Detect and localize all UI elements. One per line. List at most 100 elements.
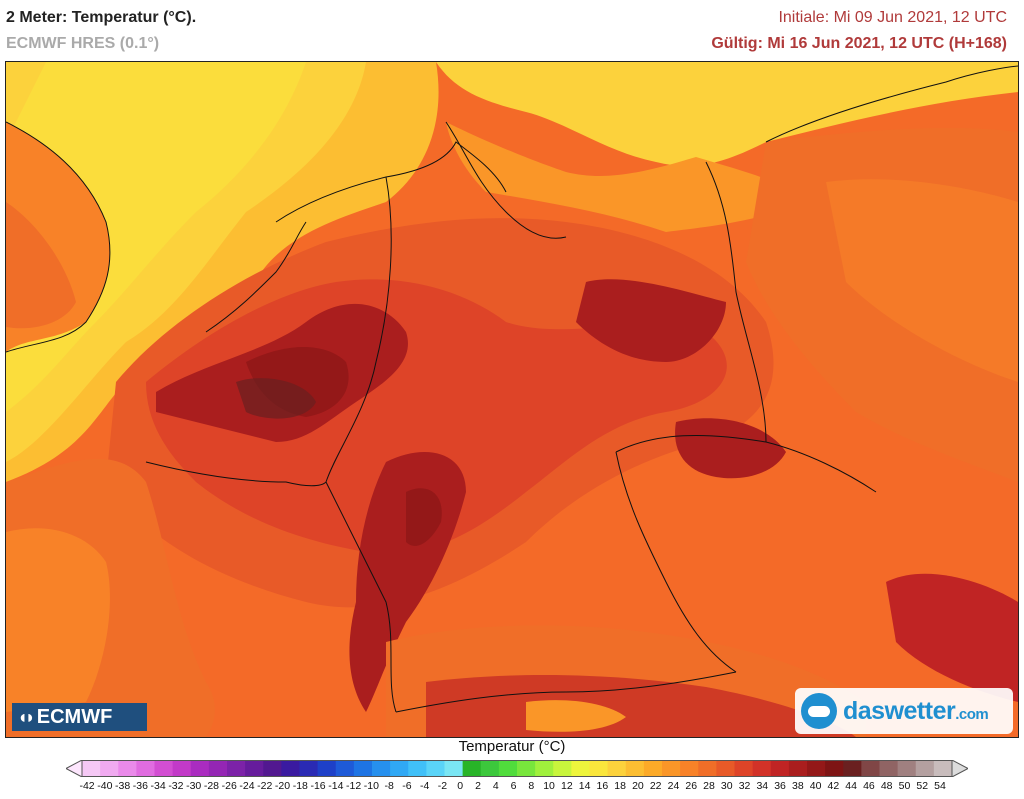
colorbar-swatch: [263, 760, 282, 777]
colorbar-swatch: [915, 760, 935, 777]
colorbar-tick-label: 32: [738, 780, 751, 792]
colorbar-tick-label: 20: [632, 780, 644, 792]
colorbar-swatch: [299, 760, 319, 777]
colorbar-swatch: [662, 760, 681, 777]
colorbar-tick-label: -4: [420, 780, 430, 792]
colorbar-tick-label: -28: [203, 780, 220, 792]
colorbar-swatch: [426, 760, 445, 777]
colorbar-swatch: [317, 760, 337, 777]
colorbar-tick-label: 18: [614, 780, 626, 792]
colorbar-tick-label: -20: [274, 780, 291, 792]
colorbar-swatch: [498, 760, 518, 777]
colorbar-arrow-low: [66, 760, 83, 777]
colorbar-tick-label: 34: [756, 780, 769, 792]
colorbar-tick-label: -22: [257, 780, 273, 792]
colorbar-swatch: [553, 760, 572, 777]
temperature-map: ◖◗ ECMWF daswetter.com: [5, 61, 1019, 738]
colorbar-swatch: [843, 760, 862, 777]
colorbar-swatch: [625, 760, 645, 777]
colorbar-tick-label: 12: [560, 780, 573, 792]
colorbar-swatch: [353, 760, 373, 777]
colorbar-tick-label: 6: [510, 780, 517, 792]
colorbar-swatch: [879, 760, 899, 777]
colorbar-swatch: [118, 760, 137, 777]
daswetter-logo-text: daswetter.com: [843, 696, 989, 726]
colorbar-tick-label: 2: [475, 780, 481, 792]
colorbar-tick-label: 22: [649, 780, 662, 792]
colorbar-tick-label: -34: [150, 780, 166, 792]
colorbar-tick-label: -24: [239, 780, 255, 792]
colorbar-tick-label: 40: [809, 780, 822, 792]
ecmwf-logo-text: ECMWF: [36, 705, 113, 728]
colorbar-swatch: [770, 760, 790, 777]
colorbar-tick-label: -6: [402, 780, 412, 792]
colorbar-tick-label: -32: [168, 780, 184, 792]
colorbar-tick-label: 44: [845, 780, 857, 792]
colorbar-swatch: [807, 760, 826, 777]
valid-time: Gültig: Mi 16 Jun 2021, 12 UTC (H+168): [711, 35, 1007, 52]
colorbar-swatch: [172, 760, 192, 777]
colorbar-tick-label: 46: [863, 780, 875, 792]
colorbar-swatch: [372, 760, 391, 777]
chart-title: 2 Meter: Temperatur (°C).: [6, 9, 197, 26]
colorbar-swatch: [82, 760, 101, 777]
colorbar-tick-label: 38: [792, 780, 804, 792]
colorbar-swatch: [408, 760, 427, 777]
colorbar-tick-label: -16: [310, 780, 326, 792]
daswetter-logo-suffix: .com: [955, 705, 989, 723]
colorbar-swatch: [136, 760, 155, 777]
map-canvas: [6, 62, 1018, 737]
colorbar-swatch: [788, 760, 808, 777]
cloud-icon: [801, 693, 837, 729]
colorbar-tick-label: 50: [898, 780, 911, 792]
colorbar-tick-label: -40: [97, 780, 113, 792]
colorbar-swatch: [607, 760, 627, 777]
colorbar-tick-label: 8: [528, 780, 535, 792]
colorbar-swatch: [517, 760, 536, 777]
colorbar-swatch: [680, 760, 699, 777]
colorbar-swatch: [897, 760, 917, 777]
colorbar-swatch: [589, 760, 609, 777]
colorbar-swatch: [335, 760, 355, 777]
colorbar-tick-label: 0: [457, 780, 464, 792]
colorbar-swatch: [190, 760, 210, 777]
colorbar-tick-label: 28: [703, 780, 715, 792]
colorbar-swatch: [716, 760, 735, 777]
colorbar-tick-label: 48: [880, 780, 893, 792]
colorbar-tick-label: 4: [492, 780, 499, 792]
model-label: ECMWF HRES (0.1°): [6, 35, 160, 52]
colorbar-tick-label: -42: [79, 780, 95, 792]
colorbar-tick-label: 26: [685, 780, 698, 792]
colorbar-tick-label: 24: [667, 780, 680, 792]
colorbar-tick-label: 14: [578, 780, 591, 792]
colorbar: [66, 760, 968, 777]
colorbar-tick-label: -8: [384, 780, 394, 792]
colorbar-tick-label: 36: [774, 780, 786, 792]
ecmwf-logo: ◖◗ ECMWF: [12, 703, 147, 731]
colorbar-swatch: [444, 760, 464, 777]
colorbar-tick-label: -30: [186, 780, 202, 792]
colorbar-swatch: [734, 760, 754, 777]
colorbar-tick-label: -2: [437, 780, 448, 792]
colorbar-tick-label: 16: [596, 780, 609, 792]
legend-title: Temperatur (°C): [458, 738, 566, 755]
colorbar-tick-label: -12: [346, 780, 362, 792]
colorbar-tick-label: 30: [720, 780, 733, 792]
colorbar-swatch: [933, 760, 953, 777]
colorbar-tick-label: -36: [132, 780, 148, 792]
colorbar-swatch: [698, 760, 717, 777]
daswetter-logo-main: daswetter: [843, 696, 956, 725]
colorbar-swatch: [861, 760, 880, 777]
colorbar-swatch: [825, 760, 844, 777]
colorbar-frame: [81, 760, 953, 777]
colorbar-ticks: -42 -40 -38 -36 -34 -32 -30 -28 -26 -24 -22 -20 -18-…: [0, 780, 1024, 796]
colorbar-swatch: [390, 760, 409, 777]
ecmwf-logo-icon: ◖◗: [17, 706, 36, 727]
init-time: Initiale: Mi 09 Jun 2021, 12 UTC: [778, 9, 1007, 26]
colorbar-swatch: [100, 760, 119, 777]
daswetter-logo: daswetter.com: [795, 688, 1013, 734]
colorbar-swatch: [480, 760, 500, 777]
colorbar-arrow-high: [951, 760, 968, 777]
colorbar-swatch: [752, 760, 772, 777]
colorbar-tick-label: -10: [363, 780, 379, 792]
